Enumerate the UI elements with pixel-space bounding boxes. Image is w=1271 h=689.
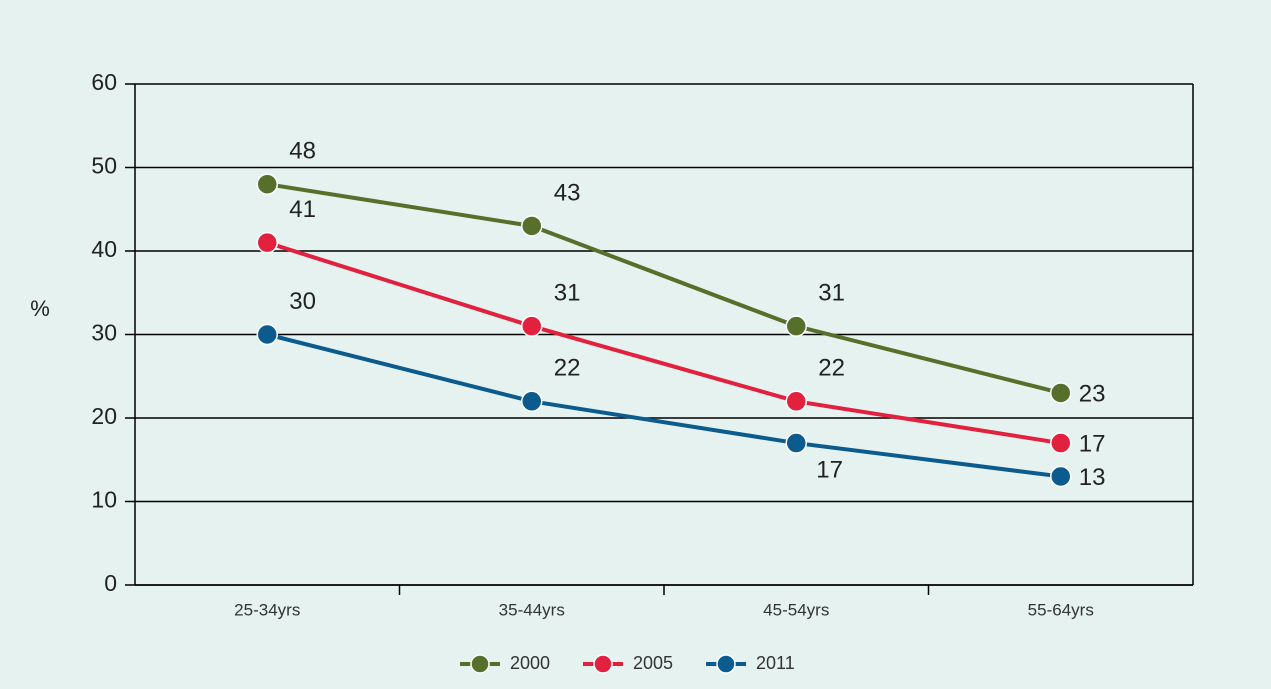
data-label: 48 bbox=[289, 138, 316, 165]
data-label: 23 bbox=[1079, 380, 1106, 407]
legend-label: 2000 bbox=[510, 653, 550, 673]
data-label: 17 bbox=[1079, 430, 1106, 457]
data-label: 31 bbox=[818, 279, 845, 306]
data-point bbox=[785, 432, 807, 454]
legend-label: 2011 bbox=[756, 653, 795, 673]
legend-marker bbox=[593, 654, 613, 674]
legend-marker bbox=[716, 654, 736, 674]
data-point bbox=[521, 315, 543, 337]
y-tick-label: 30 bbox=[91, 320, 117, 346]
data-point bbox=[256, 231, 278, 254]
data-point bbox=[1050, 465, 1072, 488]
data-label: 22 bbox=[554, 355, 581, 382]
data-point bbox=[785, 315, 807, 337]
y-tick-label: 60 bbox=[91, 69, 117, 95]
data-point bbox=[256, 173, 278, 195]
data-point bbox=[1050, 432, 1072, 454]
data-point bbox=[256, 323, 278, 346]
y-axis-label: % bbox=[30, 296, 50, 321]
data-label: 13 bbox=[1079, 464, 1106, 491]
data-point bbox=[521, 215, 543, 237]
data-point bbox=[785, 390, 807, 413]
y-tick-label: 10 bbox=[91, 487, 117, 513]
data-point bbox=[1050, 382, 1072, 404]
series-line bbox=[266, 240, 1062, 446]
x-tick-label: 45-54yrs bbox=[763, 600, 829, 619]
series-line bbox=[266, 332, 1062, 479]
data-label: 17 bbox=[816, 456, 843, 483]
data-point bbox=[521, 390, 543, 413]
x-tick-label: 25-34yrs bbox=[234, 600, 300, 619]
data-label: 41 bbox=[289, 196, 316, 223]
data-label: 22 bbox=[818, 355, 845, 382]
data-label: 31 bbox=[554, 279, 581, 306]
data-label: 30 bbox=[289, 288, 316, 315]
y-tick-label: 0 bbox=[104, 570, 117, 596]
y-tick-label: 40 bbox=[91, 236, 117, 262]
data-label: 43 bbox=[554, 179, 581, 206]
x-tick-label: 35-44yrs bbox=[499, 600, 565, 619]
y-tick-label: 20 bbox=[91, 403, 117, 429]
legend-label: 2005 bbox=[633, 653, 673, 673]
legend-marker bbox=[470, 654, 490, 674]
x-tick-label: 55-64yrs bbox=[1028, 600, 1094, 619]
series-line bbox=[266, 182, 1062, 395]
y-tick-label: 50 bbox=[91, 153, 117, 179]
